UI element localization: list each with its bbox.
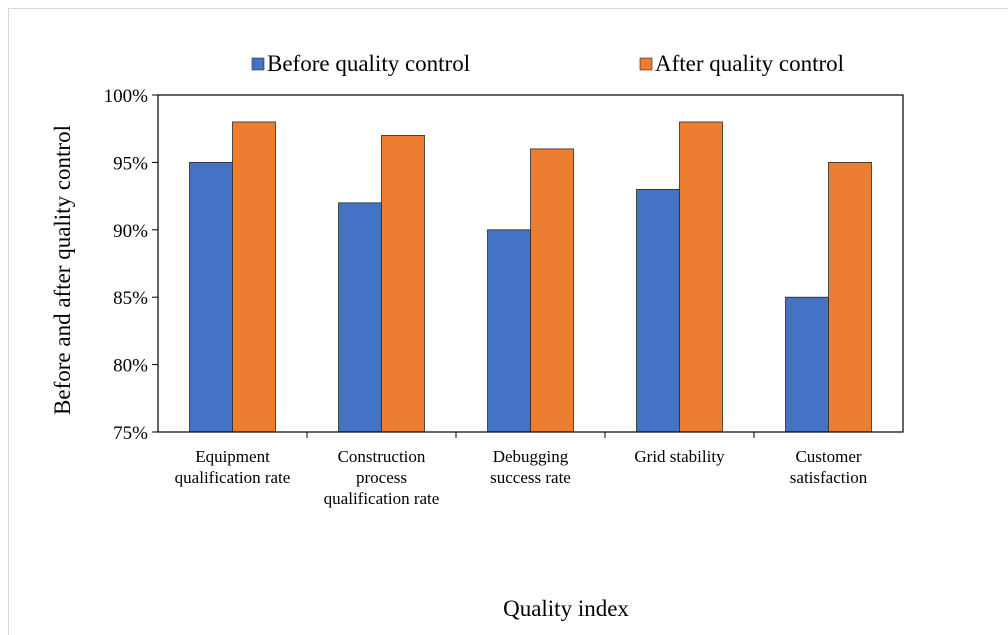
x-axis: Equipment qualification rate Construction p…: [175, 432, 868, 508]
bar-after: [828, 161, 872, 433]
x-tick-label: Customer satisfaction: [790, 447, 868, 487]
bar-after: [381, 135, 425, 433]
bar-before: [785, 296, 829, 433]
y-tick-label: 85%: [113, 288, 148, 309]
x-tick-label: Grid stability: [634, 447, 725, 466]
bar-before: [189, 161, 233, 433]
plot-area: [157, 94, 904, 433]
bar-after: [679, 121, 723, 433]
legend: Before quality control After quality cont…: [251, 51, 844, 76]
chart-frame: [8, 8, 1008, 635]
x-tick-label: Equipment qualification rate: [175, 447, 291, 487]
bar-before: [636, 188, 680, 433]
y-tick-label: 80%: [113, 356, 148, 377]
legend-swatch-before: [251, 57, 265, 71]
y-tick-label: 100%: [104, 86, 149, 107]
bar-before: [487, 229, 531, 433]
y-tick-label: 95%: [113, 153, 148, 174]
x-tick-label: Construction process qualification rate: [324, 447, 440, 508]
bar-after: [530, 148, 574, 433]
y-tick-label: 90%: [113, 221, 148, 242]
y-axis: 75% 80% 85% 90% 95% 100%: [104, 86, 158, 444]
legend-label: Before quality control: [267, 51, 470, 76]
x-axis-title: Quality index: [503, 596, 629, 621]
bar-after: [232, 121, 276, 433]
y-tick-label: 75%: [113, 423, 148, 444]
x-tick-label: Debugging success rate: [490, 447, 571, 487]
bars-layer: [189, 121, 872, 433]
bar-before: [338, 202, 382, 433]
legend-label: After quality control: [655, 51, 844, 76]
y-axis-title: Before and after quality control: [50, 125, 75, 415]
legend-swatch-after: [639, 57, 653, 71]
